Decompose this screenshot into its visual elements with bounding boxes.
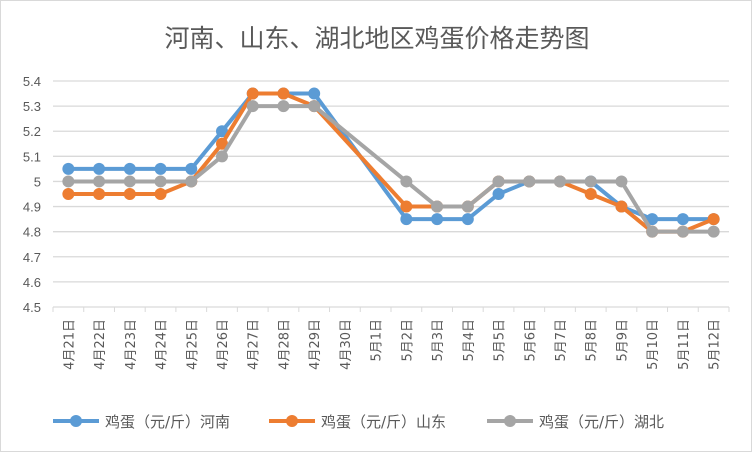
data-point <box>154 162 167 175</box>
data-point <box>62 175 75 188</box>
x-tick-label: 4月27日 <box>247 319 262 370</box>
data-point <box>216 150 228 163</box>
y-tick-label: 5.4 <box>23 74 41 89</box>
x-tick-label: 5月4日 <box>462 319 477 362</box>
y-tick-label: 5.1 <box>23 149 41 164</box>
data-point <box>246 100 259 113</box>
data-point <box>461 200 474 213</box>
data-point <box>308 87 321 100</box>
x-tick-label: 5月6日 <box>523 319 538 362</box>
y-tick-label: 4.9 <box>23 200 41 215</box>
x-tick-label: 5月1日 <box>370 319 385 362</box>
data-point <box>62 162 75 175</box>
x-tick-label: 5月7日 <box>554 319 569 362</box>
x-tick-label: 4月26日 <box>216 319 231 370</box>
x-tick-label: 5月11日 <box>677 319 692 370</box>
x-tick-label: 4月24日 <box>155 319 170 370</box>
x-tick-label: 5月2日 <box>400 319 415 362</box>
data-point <box>123 162 136 175</box>
data-point <box>62 188 75 200</box>
x-tick-label: 4月30日 <box>339 319 354 370</box>
data-point <box>185 162 198 175</box>
x-tick-label: 5月3日 <box>431 319 446 362</box>
y-tick-label: 4.5 <box>23 300 41 315</box>
y-tick-label: 4.8 <box>23 225 41 240</box>
data-point <box>646 225 659 238</box>
x-tick-label: 4月28日 <box>277 319 292 370</box>
data-point <box>492 175 505 188</box>
x-tick-label: 5月5日 <box>493 319 508 362</box>
data-point <box>707 225 720 238</box>
data-point <box>277 100 290 113</box>
x-tick-label: 5月8日 <box>585 319 600 362</box>
data-point <box>646 213 659 226</box>
data-point <box>400 175 413 188</box>
data-point <box>93 175 106 188</box>
legend-label: 鸡蛋（元/斤）山东 <box>321 413 446 431</box>
data-point <box>246 87 259 100</box>
data-point <box>707 213 720 226</box>
y-tick-label: 5.2 <box>23 124 41 139</box>
y-tick-label: 5.3 <box>23 99 41 114</box>
data-point <box>216 137 228 150</box>
data-point <box>676 213 689 226</box>
x-tick-label: 5月12日 <box>708 319 723 370</box>
data-point <box>431 200 444 213</box>
data-point <box>123 188 136 200</box>
series-1 <box>62 87 720 238</box>
chart-title: 河南、山东、湖北地区鸡蛋价格走势图 <box>164 24 590 53</box>
data-point <box>554 175 566 188</box>
data-point <box>523 175 536 188</box>
legend-marker <box>70 415 82 427</box>
data-point <box>93 162 106 175</box>
x-tick-label: 5月10日 <box>646 319 661 370</box>
data-point <box>216 125 228 138</box>
y-tick-label: 4.6 <box>23 275 41 290</box>
data-point <box>431 213 444 226</box>
data-point <box>676 225 689 238</box>
x-tick-label: 4月22日 <box>93 319 108 370</box>
data-point <box>308 100 321 113</box>
x-tick-label: 4月21日 <box>62 319 77 370</box>
data-point <box>461 213 474 226</box>
data-point <box>615 175 628 188</box>
data-point <box>93 188 106 200</box>
series-line <box>68 91 715 234</box>
data-point <box>492 188 505 200</box>
data-point <box>154 175 167 188</box>
y-tick-label: 5 <box>34 174 41 189</box>
data-point <box>185 175 198 188</box>
data-point <box>584 188 597 200</box>
legend-label: 鸡蛋（元/斤）湖北 <box>539 413 664 431</box>
data-point <box>400 213 413 226</box>
data-point <box>400 200 413 213</box>
legend-marker <box>286 415 298 427</box>
data-point <box>584 175 597 188</box>
data-point <box>615 200 628 213</box>
data-point <box>277 87 290 100</box>
x-tick-label: 4月25日 <box>185 319 200 370</box>
x-tick-label: 4月23日 <box>124 319 139 370</box>
data-point <box>154 188 167 200</box>
data-point <box>123 175 136 188</box>
x-tick-label: 5月9日 <box>615 319 630 362</box>
legend-marker <box>504 415 516 427</box>
x-tick-label: 4月29日 <box>308 319 323 370</box>
y-tick-label: 4.7 <box>23 250 41 265</box>
legend-label: 鸡蛋（元/斤）河南 <box>105 413 230 431</box>
series-2 <box>62 100 720 238</box>
